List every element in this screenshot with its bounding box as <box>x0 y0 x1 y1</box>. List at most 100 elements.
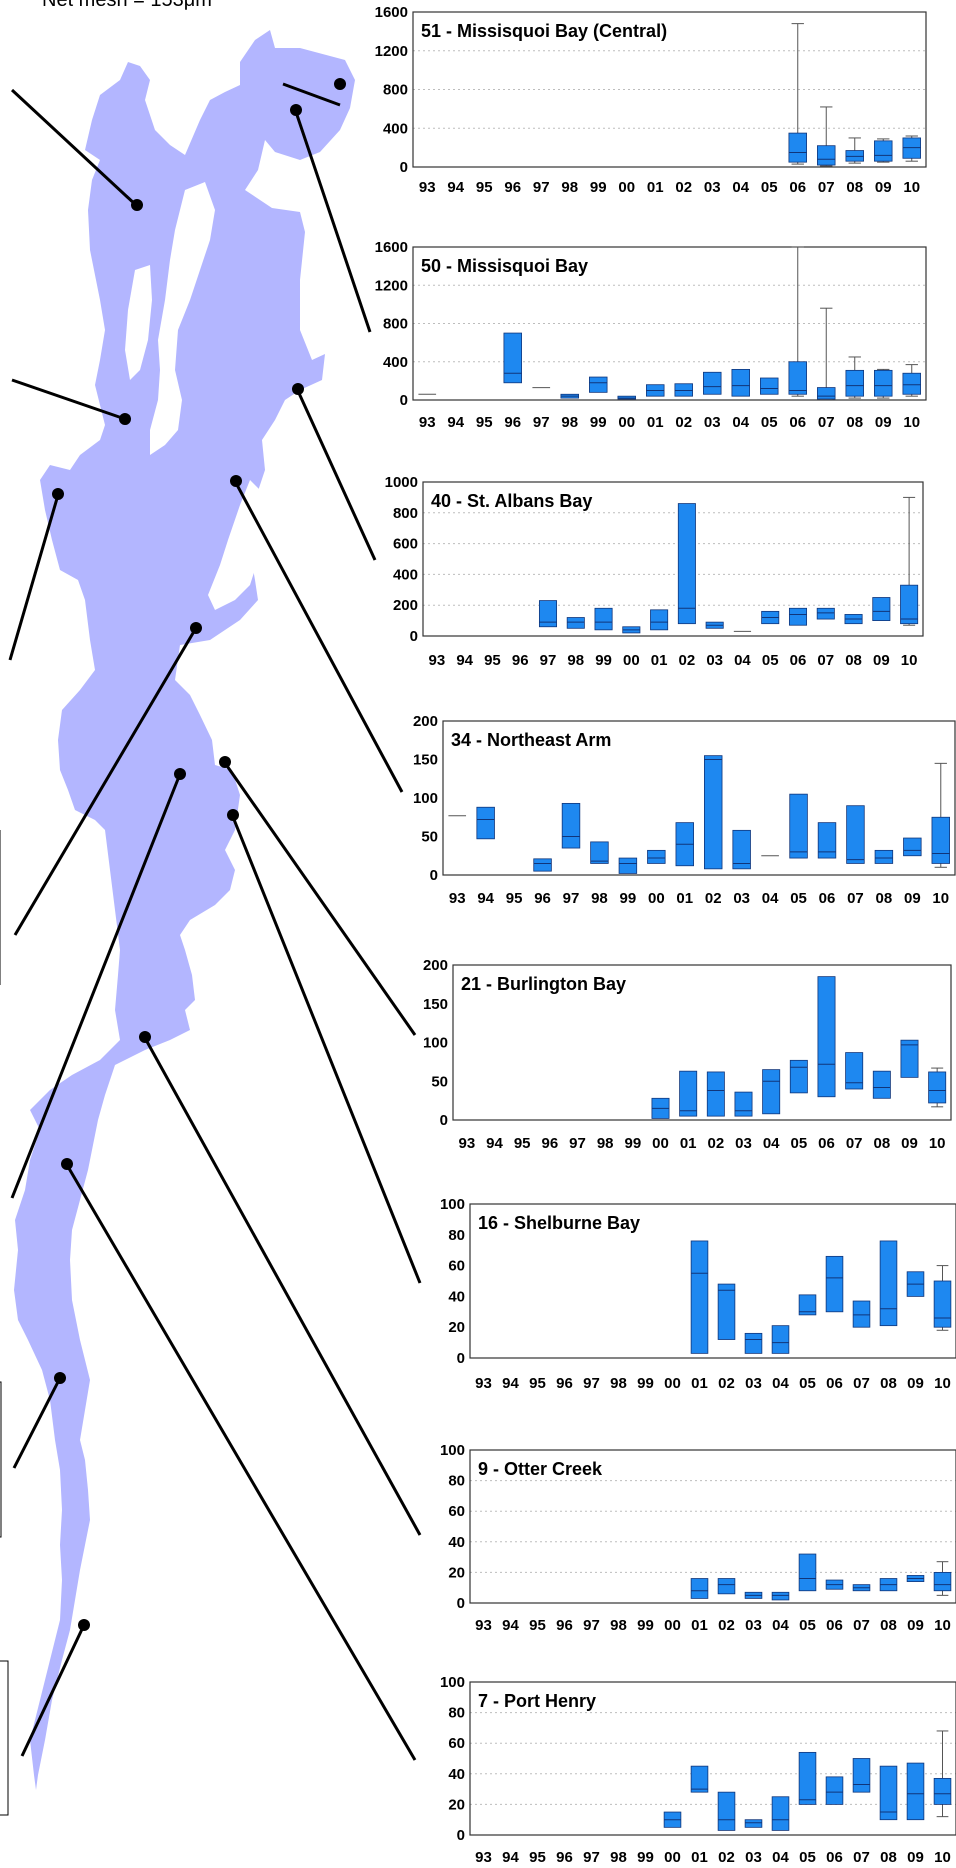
x-tick-label: 98 <box>597 1135 614 1152</box>
x-tick-label: 97 <box>540 652 557 669</box>
x-tick-label: 08 <box>876 890 893 907</box>
box <box>690 1240 709 1354</box>
leader-line <box>296 390 377 561</box>
y-tick-label: 0 <box>457 1350 465 1367</box>
station-dot <box>54 1372 66 1384</box>
y-tick-label: 400 <box>393 566 418 583</box>
box <box>788 132 807 163</box>
box <box>704 755 723 870</box>
y-tick-label: 100 <box>423 1035 448 1052</box>
x-tick-label: 99 <box>620 890 637 907</box>
x-tick-label: 09 <box>873 652 890 669</box>
x-tick-label: 96 <box>504 179 521 196</box>
x-tick-label: 93 <box>419 414 436 431</box>
leader-line <box>234 482 404 793</box>
box <box>771 1796 790 1831</box>
x-tick-label: 03 <box>735 1135 752 1152</box>
box <box>900 584 919 625</box>
lake-shape <box>14 30 355 1790</box>
chart-frame <box>412 246 927 401</box>
x-tick-label: 00 <box>618 414 635 431</box>
x-tick-label: 99 <box>624 1135 641 1152</box>
y-tick-label: 800 <box>383 316 408 333</box>
box <box>533 858 552 872</box>
x-tick-label: 06 <box>790 652 807 669</box>
x-tick-label: 07 <box>853 1849 870 1866</box>
box <box>771 1591 790 1601</box>
x-tick-label: 04 <box>763 1135 780 1152</box>
box-plot-panel: 0 20 40 60 80 100 93 94 95 96 97 98 99 00 01 02 03 04 05 06… <box>440 1674 956 1866</box>
station-dots <box>52 78 346 1631</box>
x-tick-label: 10 <box>929 1135 946 1152</box>
x-tick-label: 98 <box>561 414 578 431</box>
x-tick-label: 96 <box>512 652 529 669</box>
box <box>933 1777 952 1805</box>
x-tick-label: 05 <box>790 1135 807 1152</box>
x-tick-label: 08 <box>880 1849 897 1866</box>
chart-title: 34 - Northeast Arm <box>451 730 611 750</box>
box <box>933 1572 952 1592</box>
box <box>872 1070 891 1099</box>
x-tick-label: 01 <box>691 1849 708 1866</box>
chart-title: 9 - Otter Creek <box>478 1459 603 1479</box>
x-tick-label: 03 <box>733 890 750 907</box>
x-tick-label: 94 <box>447 414 464 431</box>
x-tick-label: 10 <box>903 414 920 431</box>
lake-map <box>14 30 355 1790</box>
box <box>798 1294 817 1316</box>
box <box>879 1765 898 1821</box>
station-dot <box>119 413 131 425</box>
box <box>677 503 696 625</box>
x-tick-label: 04 <box>734 652 751 669</box>
box <box>825 1255 844 1313</box>
y-tick-label: 200 <box>393 597 418 614</box>
x-tick-label: 98 <box>591 890 608 907</box>
station-dot <box>190 622 202 634</box>
y-tick-label: 20 <box>448 1319 465 1336</box>
y-tick-label: 0 <box>457 1595 465 1612</box>
x-tick-label: 03 <box>745 1849 762 1866</box>
x-tick-label: 98 <box>567 652 584 669</box>
x-tick-label: 95 <box>514 1135 531 1152</box>
leader-lines <box>8 82 422 1761</box>
box <box>590 841 609 864</box>
y-tick-label: 1200 <box>375 43 408 60</box>
side-brackets <box>0 830 9 1816</box>
chart-frame <box>442 720 956 876</box>
box-plot-panel: 0 20 40 60 80 100 93 94 95 96 97 98 99 00 01 02 03 04 05 06… <box>440 1196 956 1392</box>
box <box>744 1819 763 1828</box>
chart-title: 21 - Burlington Bay <box>461 974 626 994</box>
x-tick-label: 10 <box>934 1617 951 1634</box>
station-dot <box>131 199 143 211</box>
x-tick-label: 04 <box>762 890 779 907</box>
leader-line <box>8 494 60 661</box>
box-plot-panel: 0 50 100 150 200 93 94 95 96 97 98 99 00 01 02 03 04 05 06… <box>413 713 956 907</box>
x-tick-label: 98 <box>610 1617 627 1634</box>
box <box>690 1765 709 1793</box>
y-tick-label: 400 <box>383 354 408 371</box>
x-tick-label: 93 <box>429 652 446 669</box>
chart-title: 7 - Port Henry <box>478 1691 596 1711</box>
x-tick-label: 08 <box>880 1375 897 1392</box>
x-tick-label: 08 <box>873 1135 890 1152</box>
y-tick-label: 40 <box>448 1766 465 1783</box>
leader-line <box>20 1624 86 1757</box>
box <box>561 802 581 849</box>
x-tick-label: 96 <box>556 1849 573 1866</box>
x-tick-label: 96 <box>534 890 551 907</box>
box-plot-panel: 0 50 100 150 200 93 94 95 96 97 98 99 00 01 02 03 04 05 06… <box>423 957 952 1152</box>
box <box>874 140 893 162</box>
y-tick-label: 20 <box>448 1564 465 1581</box>
box <box>817 145 836 166</box>
x-tick-label: 02 <box>707 1135 724 1152</box>
box <box>817 387 836 400</box>
x-tick-label: 94 <box>502 1375 519 1392</box>
box <box>760 377 779 395</box>
y-tick-label: 20 <box>448 1796 465 1813</box>
leader-line <box>143 1037 422 1536</box>
y-tick-label: 100 <box>413 790 438 807</box>
box <box>825 1776 844 1805</box>
x-tick-label: 02 <box>675 179 692 196</box>
island <box>150 182 215 455</box>
box <box>798 1553 817 1592</box>
